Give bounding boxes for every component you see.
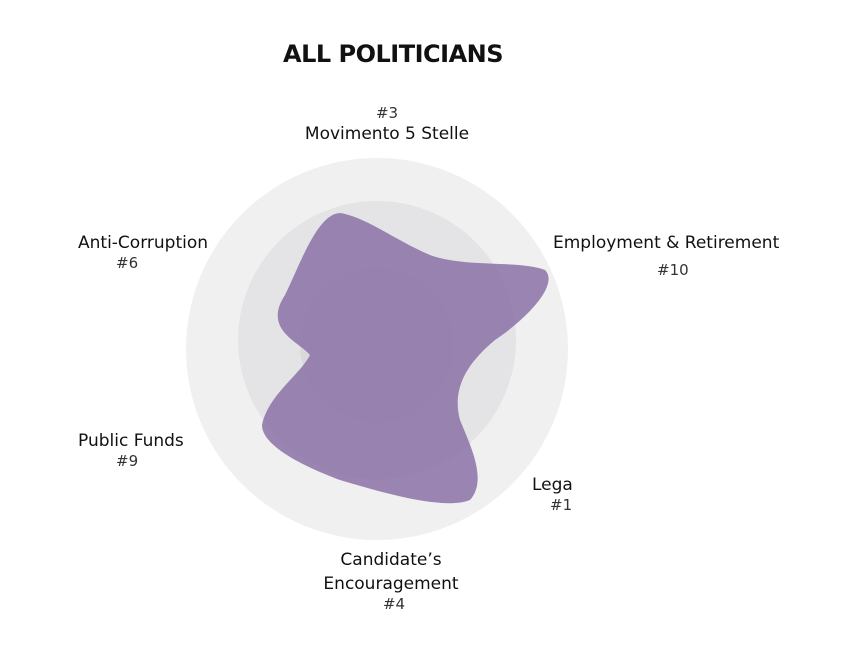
axis-label-employment: Employment & Retirement: [553, 233, 780, 253]
radar-area: [262, 213, 549, 504]
axis-rank-movimento: #3: [375, 104, 399, 122]
axis-label-anti-corruption: Anti-Corruption: [78, 233, 209, 253]
axis-rank-employment: #10: [657, 261, 689, 279]
axis-label-candidate-line2: Encouragement: [323, 574, 459, 594]
axis-label-candidate-line1: Candidate’s: [340, 550, 442, 570]
axis-label-public-funds: Public Funds: [78, 431, 184, 451]
axis-rank-public-funds: #9: [116, 452, 139, 470]
axis-label-movimento: Movimento 5 Stelle: [304, 124, 470, 144]
axis-rank-lega: #1: [550, 496, 573, 514]
chart-title: ALL POLITICIANS: [283, 40, 504, 68]
axis-rank-anti-corruption: #6: [116, 254, 139, 272]
axis-label-lega: Lega: [532, 475, 573, 495]
axis-rank-candidate: #4: [382, 595, 406, 613]
